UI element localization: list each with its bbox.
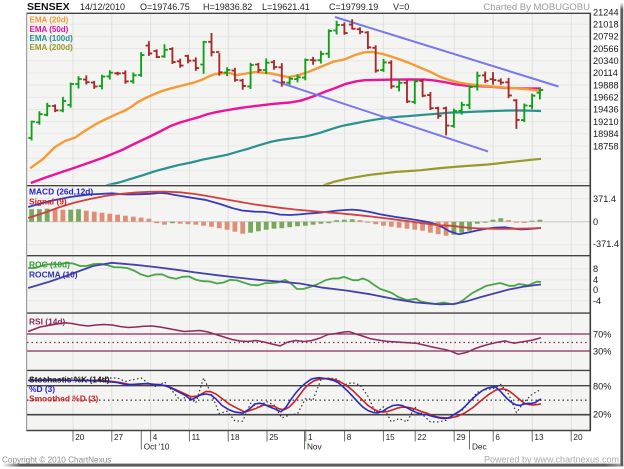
svg-text:4: 4	[153, 433, 158, 442]
svg-text:ROCMA (10): ROCMA (10)	[29, 269, 78, 279]
svg-text:21018: 21018	[593, 20, 619, 30]
svg-text:4: 4	[593, 275, 598, 285]
svg-text:19210: 19210	[593, 117, 619, 127]
svg-text:14/12/2010: 14/12/2010	[80, 2, 125, 12]
svg-text:15: 15	[386, 433, 396, 442]
svg-text:25: 25	[269, 433, 279, 442]
svg-text:Powered by www.chartnexus.com: Powered by www.chartnexus.com	[484, 455, 619, 465]
svg-text:22: 22	[417, 433, 427, 442]
svg-text:18: 18	[230, 433, 240, 442]
svg-text:-371.4: -371.4	[593, 239, 619, 249]
svg-text:20%: 20%	[593, 410, 611, 420]
svg-text:0: 0	[593, 285, 598, 295]
svg-text:EMA (100d): EMA (100d)	[30, 34, 74, 43]
svg-text:19888: 19888	[593, 80, 619, 90]
svg-text:EMA (50d): EMA (50d)	[30, 25, 69, 34]
svg-text:6: 6	[495, 433, 500, 442]
svg-text:Oct '10: Oct '10	[144, 442, 170, 451]
svg-text:V=0: V=0	[393, 2, 409, 12]
svg-text:L=19621.41: L=19621.41	[262, 2, 310, 12]
svg-text:21244: 21244	[593, 7, 619, 17]
svg-text:19436: 19436	[593, 105, 619, 115]
svg-text:MACD (26d,12d): MACD (26d,12d)	[29, 187, 93, 197]
svg-text:Dec: Dec	[472, 442, 487, 451]
svg-text:EMA (200d): EMA (200d)	[30, 43, 74, 52]
svg-text:19662: 19662	[593, 93, 619, 103]
svg-text:70%: 70%	[593, 329, 611, 339]
svg-text:20: 20	[75, 433, 85, 442]
svg-text:371.4: 371.4	[593, 194, 616, 204]
svg-text:RSI (14d): RSI (14d)	[29, 317, 66, 327]
svg-text:27: 27	[114, 433, 124, 442]
svg-text:Signal (9): Signal (9)	[29, 196, 67, 206]
svg-text:Nov: Nov	[307, 442, 322, 451]
svg-text:20566: 20566	[593, 44, 619, 54]
svg-text:Stochastic %K (14d): Stochastic %K (14d)	[29, 374, 110, 384]
svg-text:-4: -4	[593, 296, 601, 306]
svg-text:Copyright © 2010 ChartNexus: Copyright © 2010 ChartNexus	[2, 456, 111, 465]
svg-text:O=19746.75: O=19746.75	[140, 2, 190, 12]
svg-text:8: 8	[347, 433, 352, 442]
svg-text:29: 29	[456, 433, 466, 442]
svg-text:80%: 80%	[593, 381, 611, 391]
svg-text:18984: 18984	[593, 129, 619, 139]
svg-text:8: 8	[593, 264, 598, 274]
svg-text:ROC (10d): ROC (10d)	[29, 260, 70, 270]
svg-text:18758: 18758	[593, 141, 619, 151]
svg-text:%D (3): %D (3)	[29, 384, 55, 394]
svg-text:20792: 20792	[593, 32, 619, 42]
svg-text:20114: 20114	[593, 68, 618, 78]
svg-text:20340: 20340	[593, 56, 619, 66]
svg-text:1: 1	[308, 433, 313, 442]
svg-text:Smoothed %D (3): Smoothed %D (3)	[29, 393, 99, 403]
svg-text:Charted By MOBUGOBU: Charted By MOBUGOBU	[483, 2, 590, 13]
svg-text:30%: 30%	[593, 346, 611, 356]
svg-text:H=19836.82: H=19836.82	[203, 2, 252, 12]
svg-text:13: 13	[534, 433, 544, 442]
svg-text:SENSEX: SENSEX	[27, 1, 70, 13]
svg-text:20: 20	[573, 433, 583, 442]
svg-text:0: 0	[593, 217, 598, 227]
svg-text:EMA (20d): EMA (20d)	[30, 16, 69, 25]
svg-text:11: 11	[192, 433, 201, 442]
svg-text:C=19799.19: C=19799.19	[329, 2, 378, 12]
